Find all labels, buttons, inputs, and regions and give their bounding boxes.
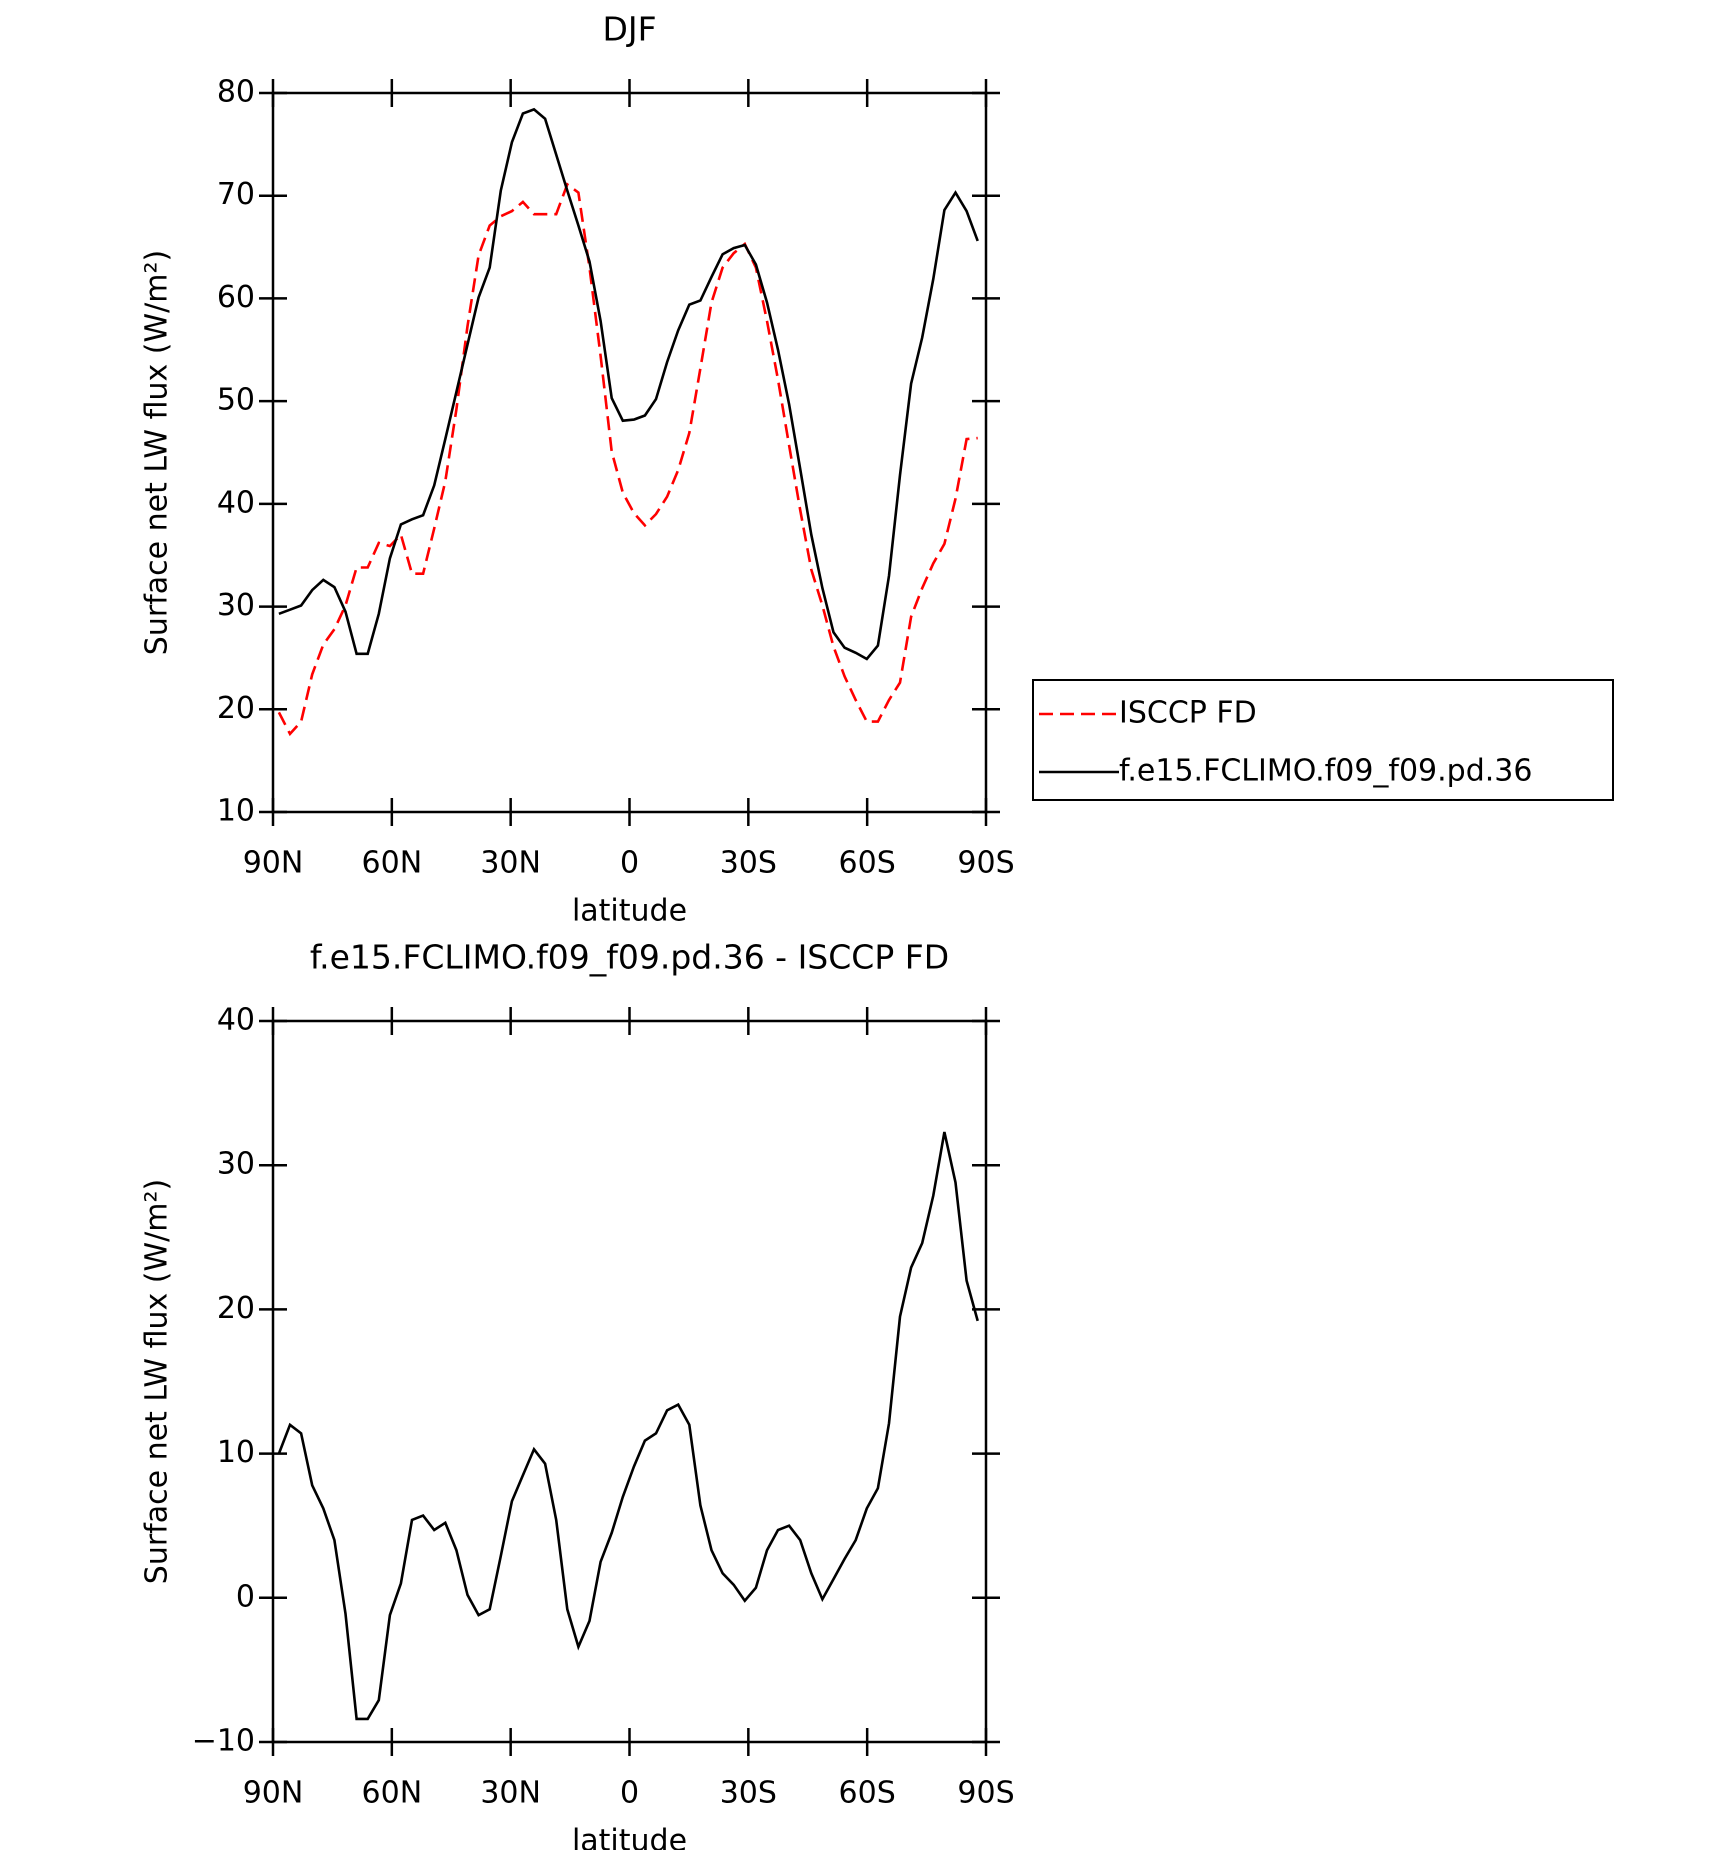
x-tick-label: 90S: [957, 1776, 1014, 1811]
x-tick-label: 90N: [243, 846, 304, 881]
plot-frame: [271, 1019, 988, 1744]
y-tick-label: 60: [217, 280, 255, 315]
x-tick-label: 0: [620, 846, 639, 881]
y-tick-label: 20: [217, 691, 255, 726]
x-tick-label: 30N: [480, 1776, 541, 1811]
x-axis-label: latitude: [572, 894, 687, 929]
y-tick-label: 20: [217, 1291, 255, 1326]
y-tick-label: 50: [217, 383, 255, 418]
y-tick-label: −10: [192, 1724, 255, 1759]
y-tick-label: 30: [217, 1147, 255, 1182]
legend-box: [1032, 679, 1614, 801]
x-tick-label: 0: [620, 1776, 639, 1811]
y-tick-label: 80: [217, 75, 255, 110]
x-tick-label: 30S: [720, 846, 777, 881]
legend-label: f.e15.FCLIMO.f09_f09.pd.36: [1119, 754, 1532, 789]
y-tick-label: 30: [217, 588, 255, 623]
x-axis-label: latitude: [572, 1824, 687, 1850]
x-tick-label: 30S: [720, 1776, 777, 1811]
chart-title: f.e15.FCLIMO.f09_f09.pd.36 - ISCCP FD: [310, 938, 949, 977]
y-tick-label: 10: [217, 1435, 255, 1470]
x-tick-label: 90N: [243, 1776, 304, 1811]
y-tick-label: 0: [236, 1579, 255, 1614]
y-tick-label: 40: [217, 1003, 255, 1038]
x-tick-label: 60N: [362, 1776, 423, 1811]
y-tick-label: 40: [217, 485, 255, 520]
y-tick-label: 70: [217, 177, 255, 212]
x-tick-label: 60S: [839, 1776, 896, 1811]
y-tick-label: 10: [217, 794, 255, 829]
x-tick-label: 90S: [957, 846, 1014, 881]
data-line: [278, 107, 979, 661]
data-line: [277, 1131, 979, 1721]
chart-title: DJF: [602, 10, 656, 49]
y-axis-label: Surface net LW flux (W/m²): [140, 1179, 175, 1584]
x-tick-label: 60N: [362, 846, 423, 881]
plot-frame: [271, 91, 988, 814]
y-axis-label: Surface net LW flux (W/m²): [140, 250, 175, 655]
legend-label: ISCCP FD: [1119, 696, 1257, 731]
x-tick-label: 60S: [839, 846, 896, 881]
x-tick-label: 30N: [480, 846, 541, 881]
